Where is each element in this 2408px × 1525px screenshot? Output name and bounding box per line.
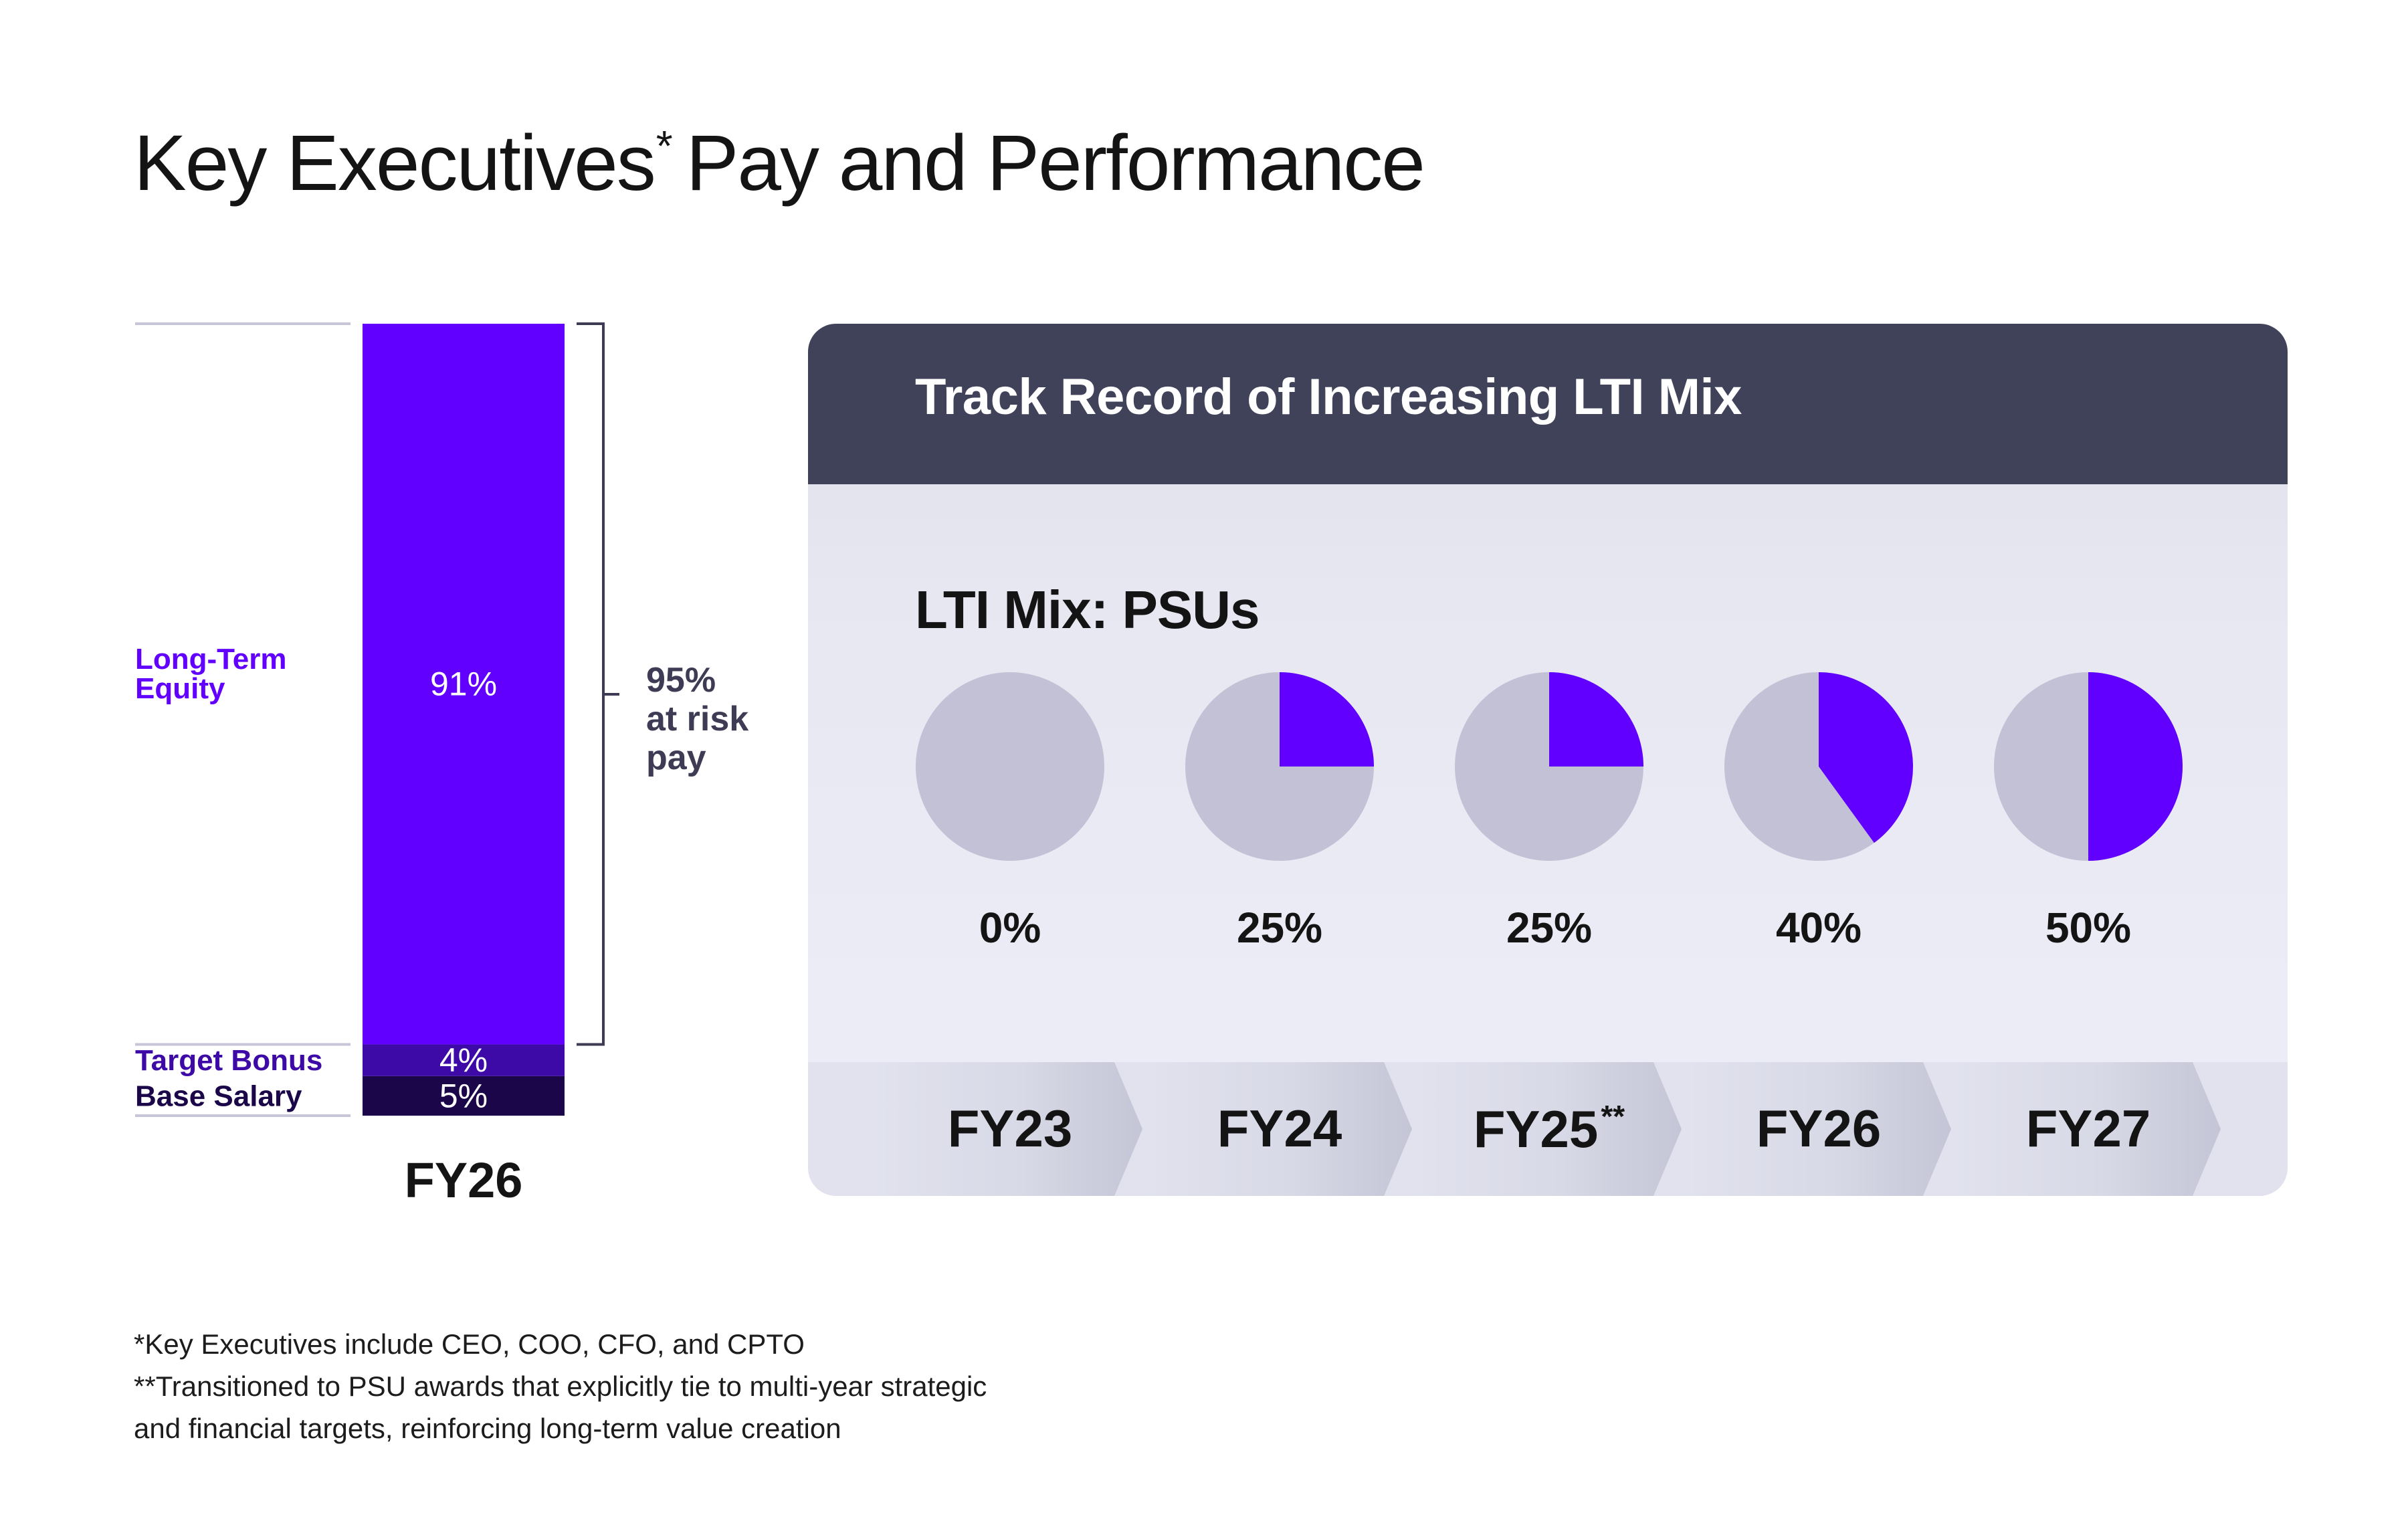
- timeline-label-fy24: FY24: [1166, 1098, 1393, 1159]
- footnotes: *Key Executives include CEO, COO, CFO, a…: [134, 1323, 987, 1449]
- bar-segment-long-term-equity: [363, 324, 565, 1045]
- timeline-chevron-fy27: [1953, 1062, 2221, 1196]
- card-header: Track Record of Increasing LTI Mix: [808, 324, 2288, 484]
- title-rest: Pay and Performance: [686, 119, 1425, 207]
- timeline-chevron-fy25: [1414, 1062, 1682, 1196]
- pay-mix-chart: 5% Base Salary 4% Target Bonus 91% Long-TermE…: [135, 322, 748, 1208]
- card-title: Track Record of Increasing LTI Mix: [915, 369, 1742, 425]
- timeline-chevron-fy24: [1144, 1062, 1412, 1196]
- at-risk-value: 95%: [646, 661, 716, 700]
- timeline-label-fy27: FY27: [1975, 1098, 2202, 1159]
- pie-fy23: [916, 672, 1104, 861]
- pie-value-fy26: 40%: [1776, 904, 1862, 952]
- segment-label-long-term-equity-line-2: Equity: [135, 672, 225, 705]
- fiscal-year-text: FY24: [1217, 1099, 1342, 1158]
- pie-fy25: [1455, 672, 1643, 861]
- segment-label-base-salary: Base Salary: [135, 1080, 302, 1112]
- segment-value-base-salary: 5%: [439, 1077, 488, 1114]
- timeline-label-fy26: FY26: [1705, 1098, 1932, 1159]
- footnote-3: and financial targets, reinforcing long-…: [134, 1413, 841, 1444]
- title-text: Key Executives: [134, 119, 656, 207]
- pie-fy24: [1185, 672, 1374, 861]
- timeline-label-fy23: FY23: [896, 1098, 1124, 1159]
- segment-label-long-term-equity-line-1: Long-Term: [135, 643, 287, 676]
- at-risk-label-line-2: pay: [646, 738, 706, 777]
- pie-value-fy24: 25%: [1237, 904, 1322, 952]
- bar-segment-base-salary: [363, 1076, 565, 1116]
- fiscal-year-text: FY23: [947, 1099, 1073, 1158]
- pie-slice-psu: [2088, 672, 2183, 861]
- bar-category-label: FY26: [405, 1152, 523, 1208]
- pie-fy27: [1994, 672, 2183, 861]
- pie-value-fy27: 50%: [2045, 904, 2131, 952]
- pie-slice-psu: [1549, 672, 1643, 767]
- timeline-chevrons: [875, 1062, 2221, 1196]
- timeline-chevron-fy23: [875, 1062, 1142, 1196]
- segment-label-target-bonus: Target Bonus: [135, 1044, 322, 1077]
- pie-background: [916, 672, 1104, 861]
- fiscal-year-footnote-marker: **: [1601, 1099, 1625, 1134]
- footnote-2: **Transitioned to PSU awards that explic…: [134, 1370, 987, 1402]
- at-risk-bracket: [577, 322, 605, 1046]
- fiscal-year-text: FY25: [1473, 1100, 1599, 1158]
- segment-value-target-bonus: 4%: [439, 1041, 488, 1079]
- fiscal-year-text: FY26: [1756, 1099, 1882, 1158]
- at-risk-label-line-1: at risk: [646, 700, 748, 738]
- pie-slice-psu: [1819, 672, 1913, 843]
- timeline-label-fy25: FY25**: [1435, 1098, 1663, 1160]
- lti-mix-card: Track Record of Increasing LTI Mix LTI M…: [808, 324, 2288, 1196]
- lti-pie-row: 0% 25% 25% 40% 50%: [916, 672, 2183, 952]
- pie-value-fy23: 0%: [979, 904, 1041, 952]
- footnote-1: *Key Executives include CEO, COO, CFO, a…: [134, 1328, 805, 1360]
- segment-value-long-term-equity: 91%: [430, 666, 497, 703]
- pie-fy26: [1724, 672, 1913, 861]
- bar-segment-target-bonus: [363, 1044, 565, 1076]
- fiscal-year-text: FY27: [2025, 1099, 2151, 1158]
- page-title: Key Executives* Pay and Performance: [134, 118, 1425, 209]
- timeline-chevron-fy26: [1684, 1062, 1951, 1196]
- fiscal-year-timeline: FY23 FY24 FY25** FY26 FY27: [808, 1062, 2288, 1196]
- pie-slice-psu: [1280, 672, 1374, 767]
- title-footnote-marker: *: [656, 122, 673, 170]
- lti-mix-subtitle: LTI Mix: PSUs: [915, 580, 1260, 639]
- pie-value-fy25: 25%: [1506, 904, 1592, 952]
